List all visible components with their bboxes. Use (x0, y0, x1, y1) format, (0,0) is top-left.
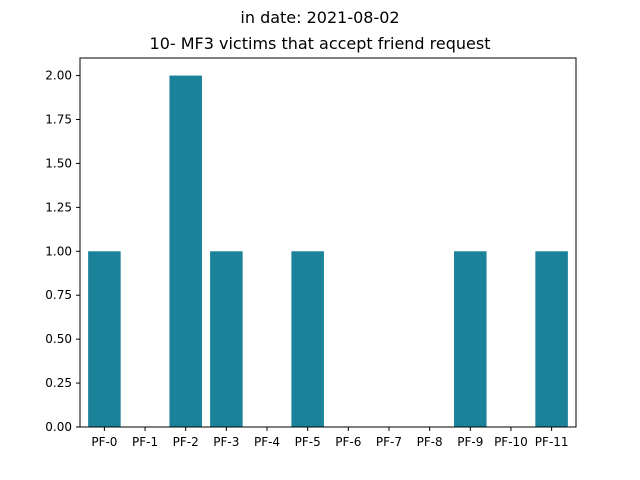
chart-title: in date: 2021-08-02 (240, 8, 399, 27)
x-tick-label: PF-9 (457, 435, 483, 449)
x-tick-label: PF-2 (173, 435, 199, 449)
y-tick-label: 0.00 (45, 420, 72, 434)
plot-area: 0.00 0.25 0.50 0.75 1.00 1.25 1.50 1.75 2.00 PF-0… (45, 57, 577, 449)
y-tick-label: 0.75 (45, 288, 72, 302)
y-tick-label: 1.50 (45, 156, 72, 170)
bar-pf-11 (535, 251, 568, 427)
x-tick-label: PF-7 (376, 435, 402, 449)
y-tick-label: 2.00 (45, 69, 72, 83)
x-tick-label: PF-1 (132, 435, 158, 449)
bar-pf-5 (291, 251, 324, 427)
axes-frame (79, 57, 577, 428)
bar-pf-2 (169, 75, 202, 428)
x-tick-label: PF-3 (213, 435, 239, 449)
y-tick-label: 1.25 (45, 200, 72, 214)
x-tick-label: PF-6 (335, 435, 361, 449)
x-tick-label: PF-5 (295, 435, 321, 449)
y-tick-label: 0.25 (45, 376, 72, 390)
y-tick-label: 1.75 (45, 113, 72, 127)
x-tick-label: PF-8 (417, 435, 443, 449)
y-tick-label: 0.50 (45, 332, 72, 346)
y-tick-label: 1.00 (45, 244, 72, 258)
bar-pf-0 (88, 251, 121, 427)
chart-subtitle: 10- MF3 victims that accept friend reque… (150, 34, 491, 53)
x-tick-label: PF-10 (494, 435, 528, 449)
x-tick-label: PF-4 (254, 435, 280, 449)
x-tick-label: PF-11 (535, 435, 569, 449)
x-tick-label: PF-0 (91, 435, 117, 449)
bar-pf-9 (454, 251, 487, 427)
bar-pf-3 (210, 251, 243, 427)
